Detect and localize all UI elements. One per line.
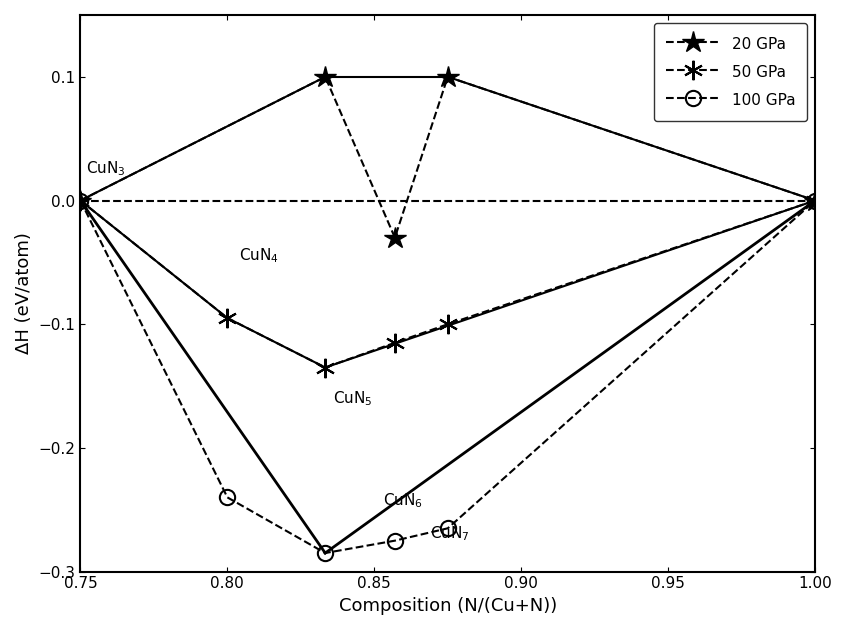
Text: CuN$_4$: CuN$_4$ bbox=[239, 246, 280, 265]
X-axis label: Composition (N/(Cu+N)): Composition (N/(Cu+N)) bbox=[339, 597, 556, 615]
Text: CuN$_5$: CuN$_5$ bbox=[333, 389, 373, 408]
Y-axis label: ΔH (eV/atom): ΔH (eV/atom) bbox=[15, 232, 33, 354]
Text: CuN$_7$: CuN$_7$ bbox=[430, 524, 470, 543]
Legend: 20 GPa, 50 GPa, 100 GPa: 20 GPa, 50 GPa, 100 GPa bbox=[654, 23, 807, 122]
Text: CuN$_3$: CuN$_3$ bbox=[86, 159, 126, 178]
Text: CuN$_6$: CuN$_6$ bbox=[383, 491, 424, 510]
